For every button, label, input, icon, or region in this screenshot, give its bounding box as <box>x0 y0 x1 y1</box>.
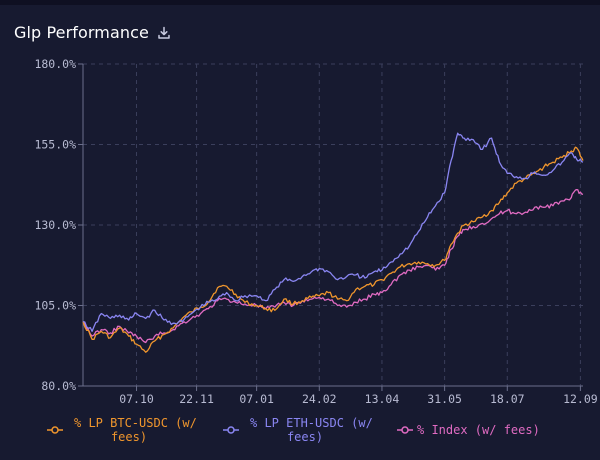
axes: 80.0% 105.0% 130.0% 155.0% 180.0% 07.10 22.11 0… <box>34 57 597 406</box>
x-tick-label: 22.11 <box>179 392 214 406</box>
legend-item-2[interactable]: % Index (w/ fees) <box>397 423 540 437</box>
series-line-1 <box>82 132 584 332</box>
y-tick-label: 105.0% <box>34 299 76 313</box>
y-tick-label: 155.0% <box>34 138 76 152</box>
x-tick-label: 31.05 <box>427 392 462 406</box>
chart-panel <box>0 5 600 460</box>
legend-label-line-1: % LP ETH-USDC (w/ <box>250 416 373 430</box>
download-icon[interactable] <box>157 25 171 39</box>
legend-label-line-2: fees) <box>287 430 323 444</box>
window-top-edge <box>0 0 600 5</box>
x-tick-label: 12.09 <box>563 392 598 406</box>
legend-circle-marker <box>227 426 235 434</box>
x-tick-label: 18.07 <box>490 392 525 406</box>
y-tick-label: 130.0% <box>34 218 76 232</box>
legend-label: % Index (w/ fees) <box>417 423 540 437</box>
chart-header: Glp Performance <box>14 20 171 44</box>
y-tick-label: 180.0% <box>34 57 76 71</box>
legend-label-line-2: fees) <box>111 430 147 444</box>
legend-circle-marker <box>401 426 409 434</box>
series-line-2 <box>82 188 584 344</box>
y-tick-label: 80.0% <box>41 379 76 393</box>
legend-item-0[interactable]: % LP BTC-USDC (w/fees) <box>47 416 197 444</box>
grid <box>83 63 583 386</box>
x-tick-label: 24.02 <box>302 392 337 406</box>
page-title: Glp Performance <box>14 22 149 42</box>
series-line-0 <box>82 146 584 353</box>
x-tick-label: 13.04 <box>365 392 400 406</box>
legend-circle-marker <box>51 426 59 434</box>
x-tick-label: 07.10 <box>119 392 154 406</box>
legend-label-line-1: % LP BTC-USDC (w/ <box>74 416 197 430</box>
series-lines <box>82 132 584 353</box>
x-tick-label: 07.01 <box>239 392 274 406</box>
legend[interactable]: % LP BTC-USDC (w/fees)% LP ETH-USDC (w/f… <box>47 416 540 444</box>
legend-item-1[interactable]: % LP ETH-USDC (w/fees) <box>223 416 373 444</box>
